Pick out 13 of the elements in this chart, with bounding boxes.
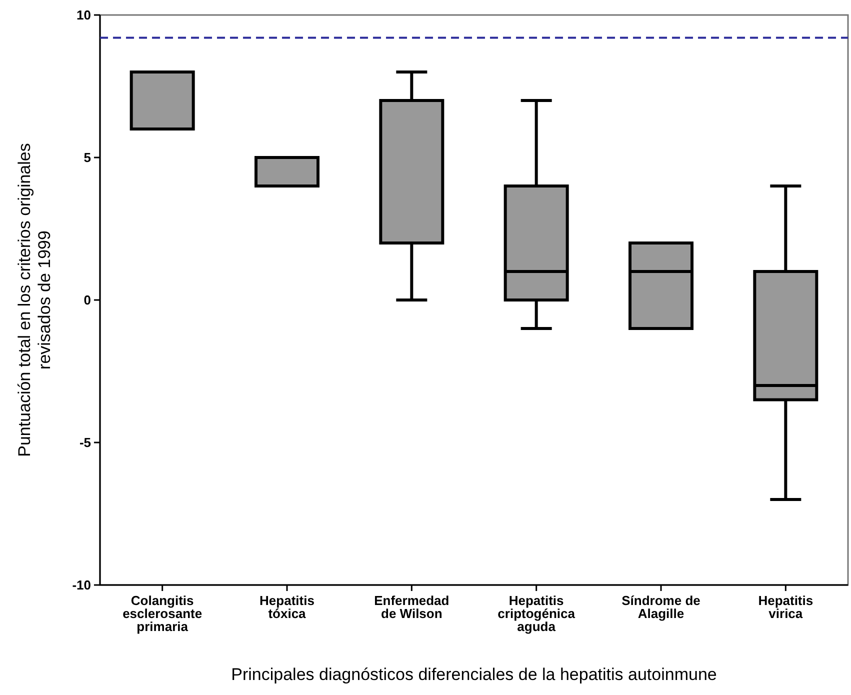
- x-axis-title: Principales diagnósticos diferenciales de la hepatitis autoinmune: [231, 665, 717, 684]
- x-tick-label: Enfermedad de Wilson: [374, 593, 450, 621]
- y-tick-label: -10: [72, 578, 91, 593]
- y-tick-label: 10: [76, 8, 91, 23]
- x-tick-label: Hepatitis tóxica: [260, 593, 314, 621]
- y-axis-title: Puntuación total en los criterios originales revisados de 1999: [15, 143, 54, 457]
- y-tick-label: 0: [84, 292, 91, 308]
- x-tick-label: Hepatitis virica: [758, 593, 814, 621]
- x-tick-label: Síndrome de Alagille: [622, 593, 700, 621]
- y-tick-label: -5: [79, 435, 91, 450]
- x-tick-label: Hepatitis criptogénica aguda: [498, 593, 576, 634]
- y-tick-label: 5: [84, 150, 91, 166]
- x-tick-label: Colangitis esclerosante primaria: [122, 593, 202, 634]
